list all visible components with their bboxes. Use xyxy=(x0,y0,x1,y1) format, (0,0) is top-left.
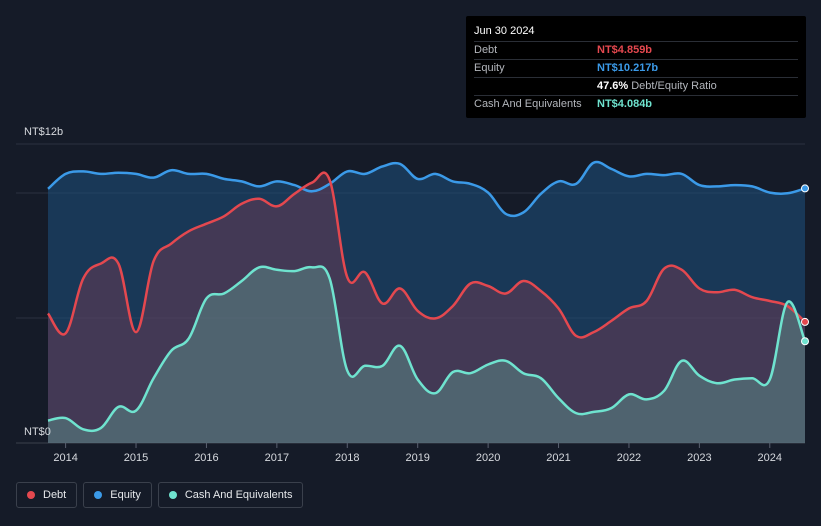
x-tick-label-2016: 2016 xyxy=(194,452,218,464)
x-tick-label-2019: 2019 xyxy=(405,452,429,464)
y-axis-top-label: NT$12b xyxy=(24,126,63,138)
tooltip-panel: Jun 30 2024 Debt NT$4.859b Equity NT$10.… xyxy=(466,16,806,118)
tooltip-debt-label: Debt xyxy=(474,44,498,56)
chart-legend: Debt Equity Cash And Equivalents xyxy=(16,482,304,508)
debt-area xyxy=(48,172,805,444)
x-axis-ticks: 2014 2015 2016 2017 2018 2019 2020 2021 2022 2023… xyxy=(53,443,782,464)
legend-item-equity[interactable]: Equity xyxy=(83,482,152,508)
legend-debt-label: Debt xyxy=(43,489,67,501)
x-tick-label-2014: 2014 xyxy=(53,452,77,464)
cash-and-equivalents-area xyxy=(48,266,805,443)
tooltip-date: Jun 30 2024 xyxy=(474,24,798,42)
tooltip-cash-label: Cash And Equivalents xyxy=(474,98,582,110)
tooltip-equity-value: NT$10.217b xyxy=(597,62,659,74)
tooltip-equity-label: Equity xyxy=(474,62,505,74)
legend-equity-dot-icon xyxy=(94,491,103,499)
legend-debt-dot-icon xyxy=(27,491,35,499)
x-tick-label-2024: 2024 xyxy=(758,452,782,464)
equity-endpoint xyxy=(801,184,809,193)
legend-cash-label: Cash And Equivalents xyxy=(184,489,293,501)
equity-line xyxy=(47,160,806,218)
legend-equity-label: Equity xyxy=(110,489,141,501)
tooltip-row-debt: Debt NT$4.859b xyxy=(474,42,798,60)
series-endpoints xyxy=(801,184,809,346)
tooltip-ratio-suffix: Debt/Equity Ratio xyxy=(631,80,717,92)
debt-line xyxy=(46,171,806,339)
tooltip-row-equity: Equity NT$10.217b xyxy=(474,60,798,78)
tooltip-cash-value: NT$4.084b xyxy=(597,98,653,110)
tooltip-row-ratio: 47.6% Debt/Equity Ratio xyxy=(474,78,798,96)
series-lines xyxy=(46,160,807,433)
cash-and-equivalents-line xyxy=(47,265,807,433)
legend-cash-dot-icon xyxy=(168,491,177,499)
equity-area xyxy=(48,162,805,443)
series-areas xyxy=(48,162,805,444)
x-tick-label-2023: 2023 xyxy=(687,452,711,464)
tooltip-row-cash: Cash And Equivalents NT$4.084b xyxy=(474,96,798,113)
x-tick-label-2022: 2022 xyxy=(617,452,641,464)
legend-item-cash[interactable]: Cash And Equivalents xyxy=(157,482,304,508)
y-axis-bottom-label: NT$0 xyxy=(24,426,51,438)
x-tick-label-2020: 2020 xyxy=(476,452,500,464)
x-tick-label-2018: 2018 xyxy=(335,452,359,464)
tooltip-ratio-label xyxy=(474,78,597,95)
debt-endpoint xyxy=(801,317,809,326)
tooltip-debt-value: NT$4.859b xyxy=(597,44,653,56)
cash-and-equivalents-endpoint xyxy=(801,337,809,346)
x-tick-label-2015: 2015 xyxy=(124,452,148,464)
x-tick-label-2021: 2021 xyxy=(546,452,570,464)
tooltip-ratio-value: 47.6% xyxy=(597,80,629,92)
legend-item-debt[interactable]: Debt xyxy=(16,482,78,508)
x-tick-label-2017: 2017 xyxy=(265,452,289,464)
